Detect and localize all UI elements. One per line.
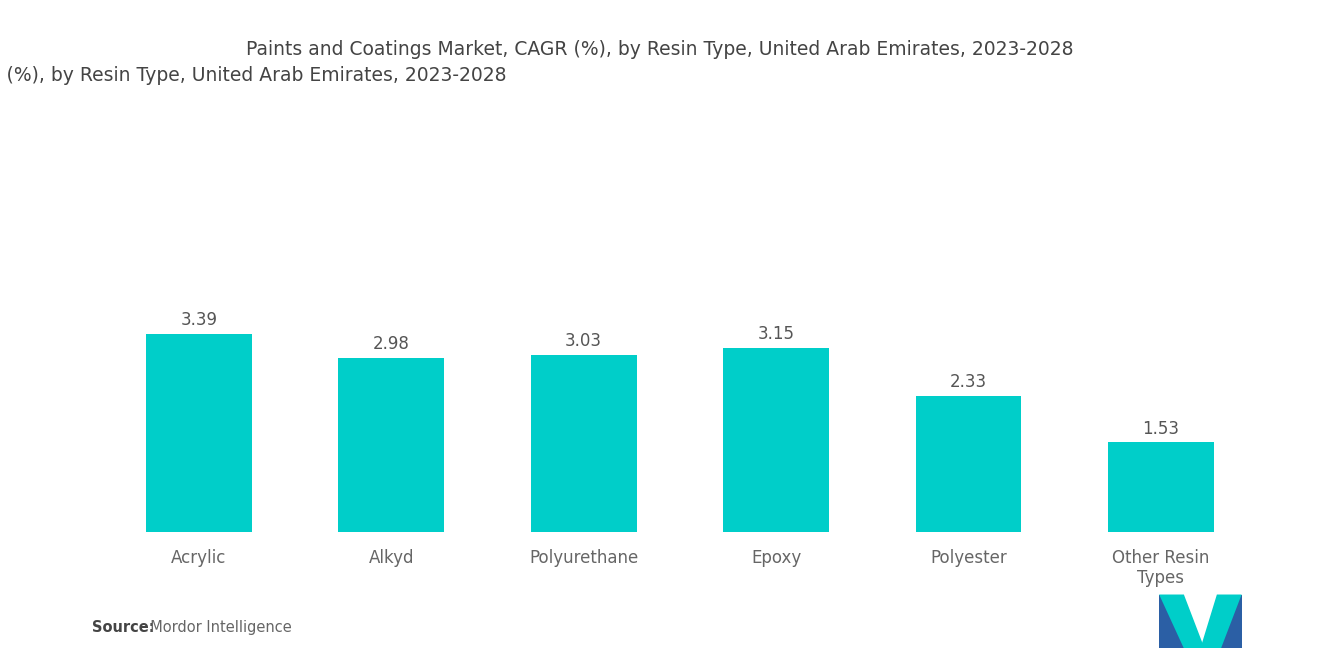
Bar [531,354,636,532]
Bar [1107,442,1214,532]
Bar [338,358,444,532]
Polygon shape [1217,595,1242,648]
Text: 1.53: 1.53 [1142,420,1179,438]
Text: 3.39: 3.39 [181,311,218,329]
Text: 3.15: 3.15 [758,325,795,343]
Bar [916,396,1022,532]
Polygon shape [1159,595,1184,648]
Text: Mordor Intelligence: Mordor Intelligence [141,620,292,635]
Text: Source:: Source: [92,620,154,635]
Text: 2.98: 2.98 [372,335,409,353]
Polygon shape [1159,595,1204,648]
Text: Paints and Coatings Market, CAGR (%), by Resin Type, United Arab Emirates, 2023-: Paints and Coatings Market, CAGR (%), by… [247,40,1073,59]
Bar [723,348,829,532]
Polygon shape [1200,595,1242,648]
Bar [145,334,252,532]
Text: 3.03: 3.03 [565,332,602,350]
Text: 2.33: 2.33 [950,373,987,391]
Text: Paints and Coatings Market, CAGR (%), by Resin Type, United Arab Emirates, 2023-: Paints and Coatings Market, CAGR (%), by… [0,66,506,84]
